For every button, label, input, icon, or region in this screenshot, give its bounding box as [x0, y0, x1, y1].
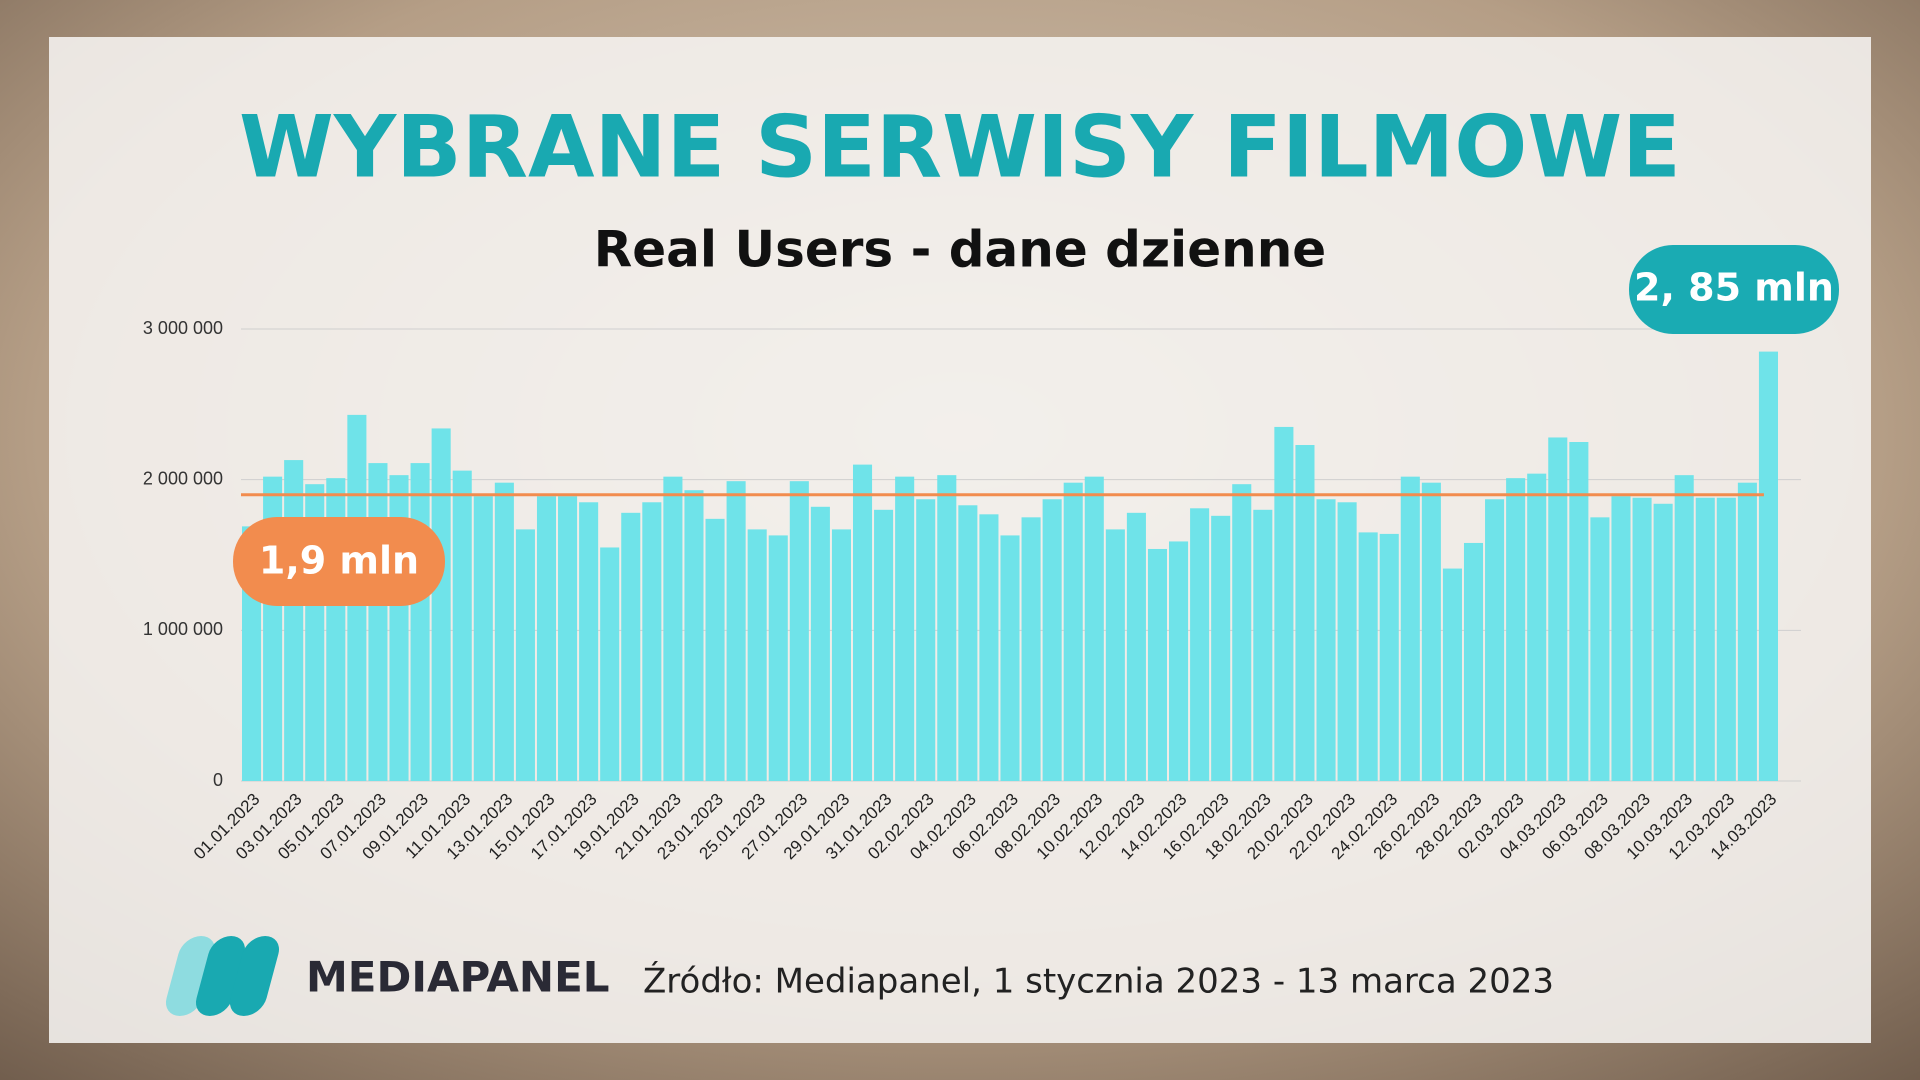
bar — [368, 463, 388, 781]
bar — [1653, 503, 1673, 781]
bar — [1190, 508, 1210, 781]
bar — [810, 506, 830, 781]
bar — [1590, 517, 1610, 781]
bar — [852, 464, 873, 781]
bar — [831, 529, 851, 781]
bar — [558, 496, 578, 781]
bar — [1485, 499, 1505, 781]
chart-subtitle: Real Users - dane dzienne — [594, 221, 1326, 279]
bar — [1758, 351, 1778, 781]
bar — [642, 502, 662, 781]
bar — [1400, 476, 1420, 781]
y-tick-label: 0 — [213, 770, 223, 790]
logo-icon — [165, 936, 280, 1016]
bar — [1063, 482, 1083, 781]
bar — [937, 475, 957, 781]
bar — [494, 482, 514, 781]
bar — [1274, 426, 1294, 781]
bar — [789, 481, 809, 781]
bar — [1084, 476, 1104, 781]
max-pill — [1629, 245, 1839, 334]
bar — [1316, 499, 1336, 781]
average-pill — [233, 517, 445, 606]
chart-title: WYBRANE SERWISY FILMOWE — [239, 97, 1681, 197]
bar — [1147, 548, 1168, 781]
bar — [874, 509, 894, 781]
bar — [1463, 542, 1484, 781]
bar — [1169, 541, 1189, 781]
bar — [916, 499, 936, 781]
bar — [705, 518, 725, 781]
bar — [1337, 502, 1357, 781]
bar — [895, 476, 915, 781]
bar — [1042, 499, 1062, 781]
bar — [1737, 482, 1757, 781]
bar — [452, 470, 472, 781]
max-label: 2, 85 mln — [1634, 266, 1834, 310]
bar — [1569, 442, 1589, 781]
y-tick-label: 2 000 000 — [143, 468, 223, 488]
logo-text: MEDIAPANEL — [306, 953, 610, 1002]
bar — [684, 490, 704, 781]
bar — [979, 514, 999, 781]
average-label: 1,9 mln — [259, 539, 419, 583]
bar — [1358, 532, 1378, 781]
bar — [1295, 445, 1315, 781]
bar — [1253, 509, 1273, 781]
bar — [536, 496, 557, 781]
bar — [410, 463, 430, 781]
bar — [1611, 496, 1631, 781]
bar — [1716, 497, 1736, 781]
bar — [1421, 482, 1441, 781]
bar — [663, 476, 683, 781]
bar — [431, 428, 451, 781]
source-text: Źródło: Mediapanel, 1 stycznia 2023 - 13… — [643, 961, 1554, 1002]
bar — [1232, 484, 1252, 781]
bar — [473, 496, 493, 781]
bar — [1527, 473, 1547, 781]
bar — [284, 460, 304, 781]
bar — [1674, 475, 1694, 781]
bar — [1211, 515, 1231, 781]
bar — [1506, 478, 1526, 781]
bar — [1000, 535, 1020, 781]
y-tick-label: 1 000 000 — [143, 619, 223, 639]
bar — [1548, 437, 1568, 781]
bar — [621, 512, 641, 781]
bar — [579, 502, 599, 781]
bar — [768, 535, 788, 781]
bar — [600, 547, 620, 781]
bar — [1126, 512, 1146, 781]
bar — [726, 481, 746, 781]
bar — [1379, 533, 1399, 781]
bar — [1632, 497, 1652, 781]
bar — [1442, 568, 1462, 781]
bar — [747, 529, 767, 781]
bar — [1695, 497, 1715, 781]
bar — [515, 529, 535, 781]
bar — [1105, 529, 1125, 781]
y-tick-label: 3 000 000 — [143, 318, 223, 338]
bar — [958, 505, 978, 781]
bar — [1021, 517, 1041, 781]
